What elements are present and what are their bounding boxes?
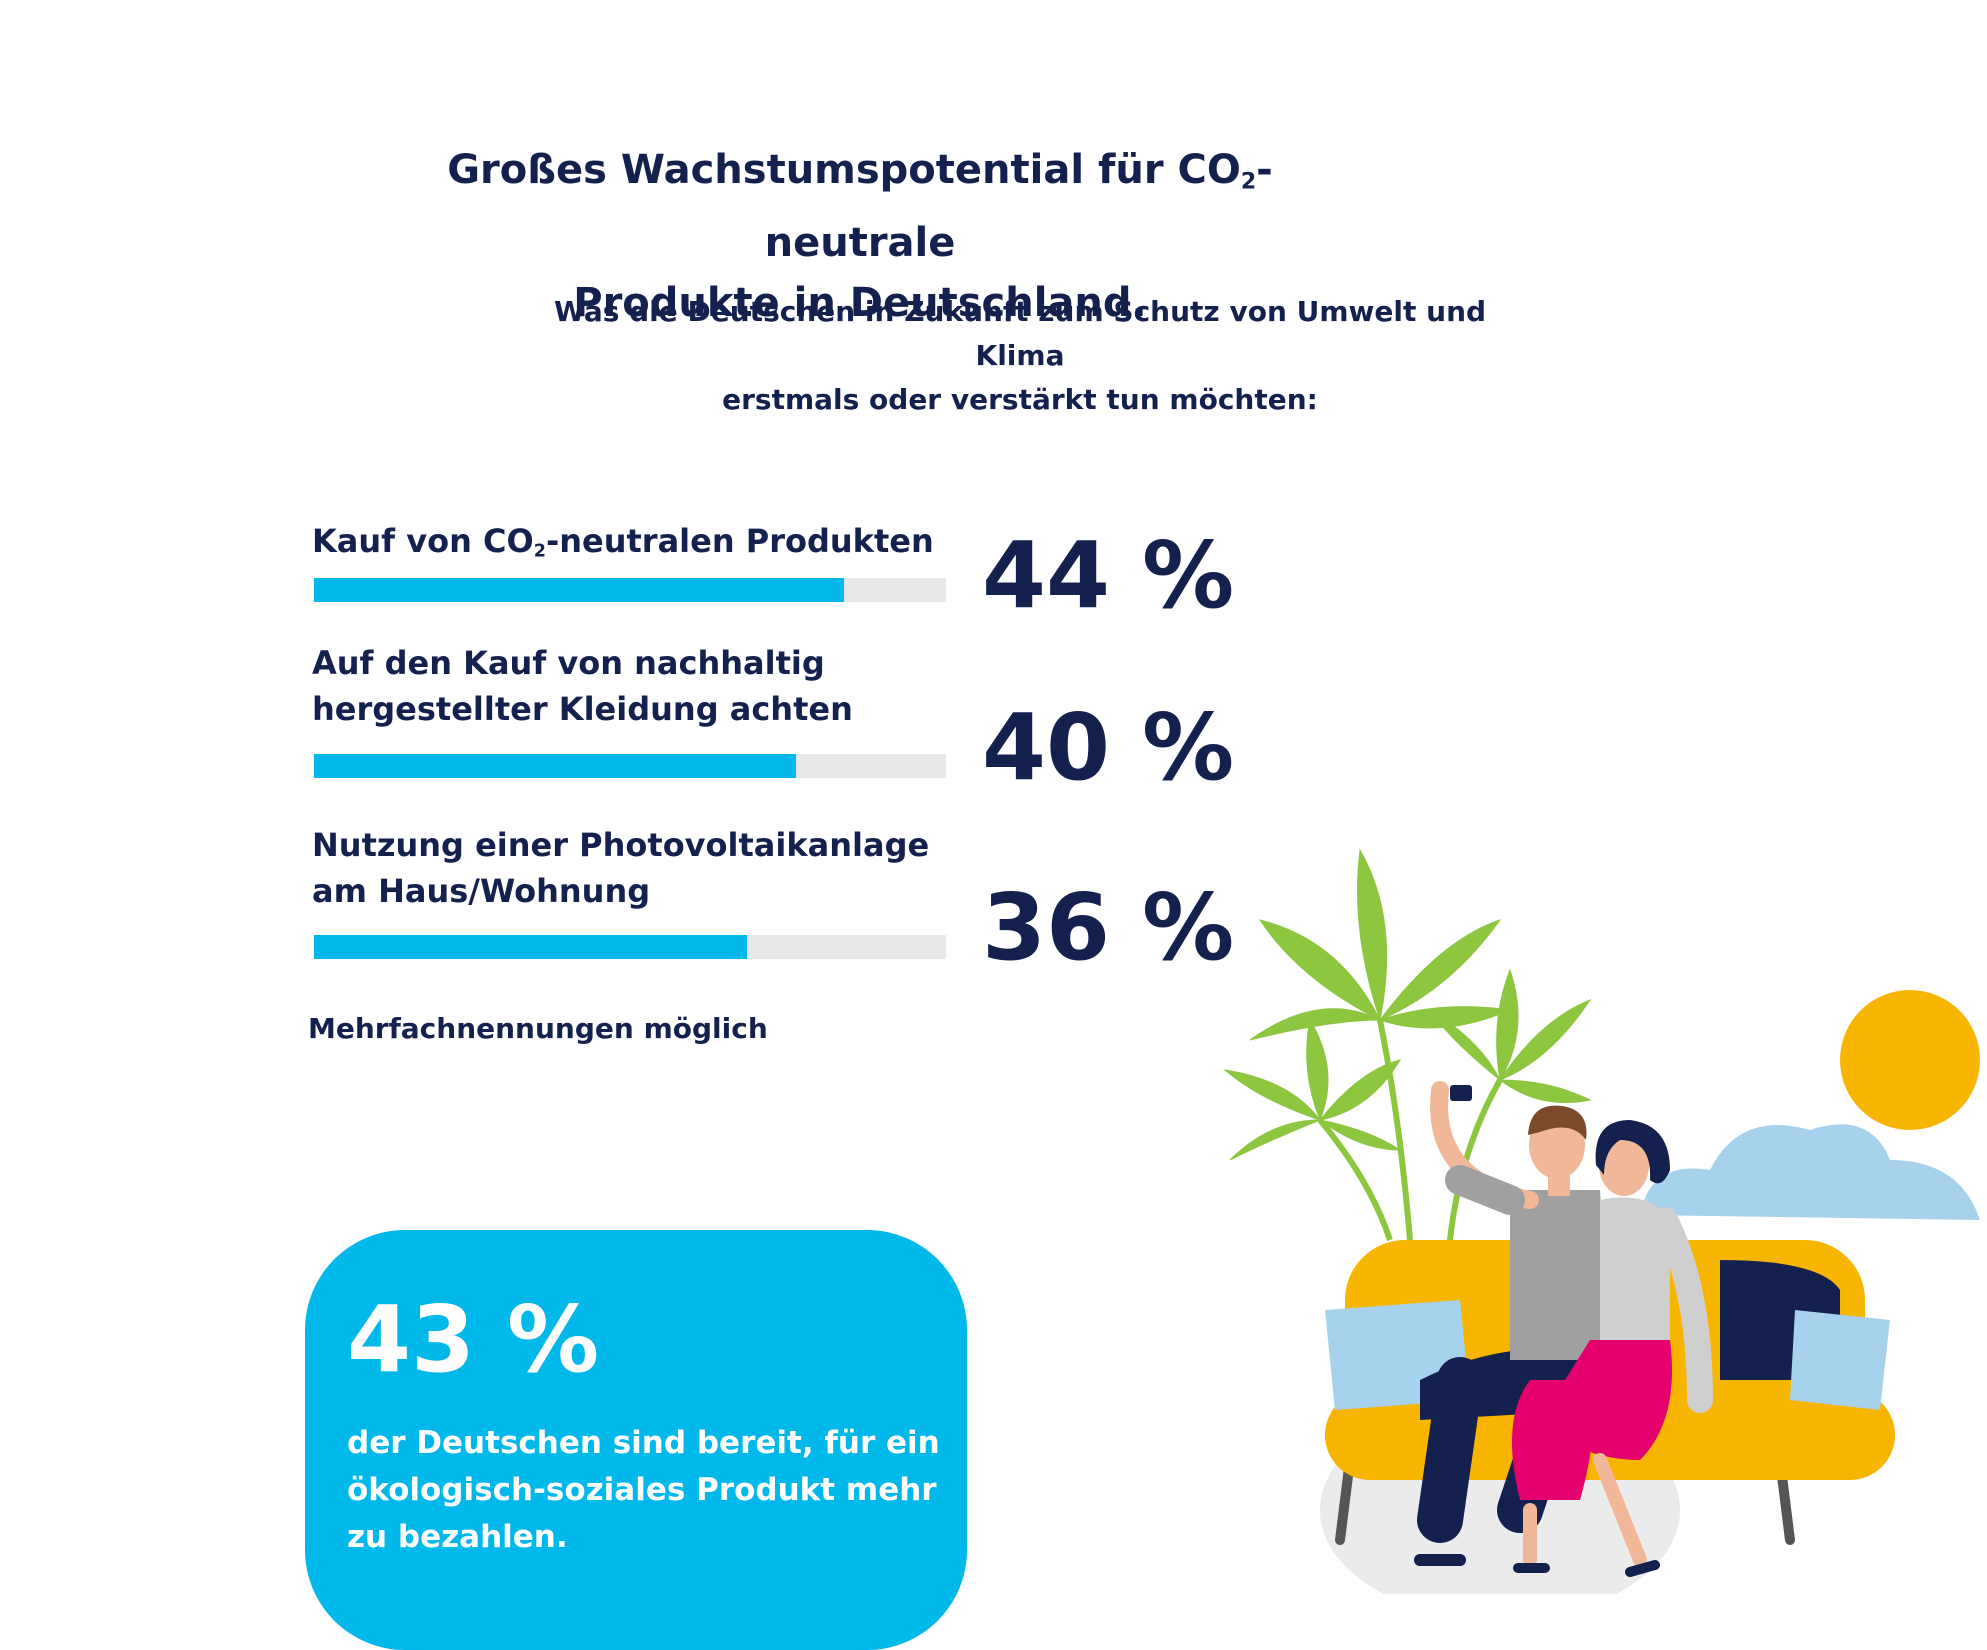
bar-fill [314,578,844,602]
title-text-b: -neutrale [764,147,1273,266]
stat-label-subscript: 2 [533,541,546,562]
title-subscript: 2 [1240,169,1257,195]
plant-icon [1223,848,1592,1241]
callout-box: 43 % der Deutschen sind bereit, für ein … [305,1230,967,1650]
bar-fill [314,754,796,778]
stat-value: 44 % [982,522,1235,629]
bar-fill [314,935,747,959]
stat-label: Kauf von CO2-neutralen Produkten [312,518,934,574]
bar-track [314,935,946,959]
subtitle-line-1: Was die Deutschen in Zukunft zum Schutz … [553,295,1487,372]
stat-label-line-1: Nutzung einer Photovoltaikanlage [312,826,930,864]
sun-icon [1840,990,1980,1130]
couple-selfie-illustration [1223,848,1980,1594]
title-text-a: Großes Wachstumspotential für CO [447,147,1241,193]
stat-label: Auf den Kauf von nachhaltig hergestellte… [312,640,853,732]
stat-value: 40 % [982,694,1235,801]
callout-value: 43 % [347,1286,600,1393]
stat-label-line-2: hergestellter Kleidung achten [312,690,853,728]
stat-label-line-1: Auf den Kauf von nachhaltig [312,644,825,682]
title-line-1: Großes Wachstumspotential für CO2-neutra… [360,140,1360,273]
subtitle-line-2: erstmals oder verstärkt tun möchten: [722,383,1318,416]
title-line-2: Produkte in Deutschland. [573,279,1147,326]
bar-track [314,578,946,602]
bar-track [314,754,946,778]
stat-label-text-a: Kauf von CO [312,522,534,560]
stat-label: Nutzung einer Photovoltaikanlage am Haus… [312,822,929,914]
stat-label-line-2: am Haus/Wohnung [312,872,651,910]
stat-value: 36 % [982,874,1235,981]
phone-icon [1450,1085,1472,1101]
callout-text: der Deutschen sind bereit, für ein ökolo… [347,1425,940,1555]
stat-label-text-b: -neutralen Produkten [545,522,934,560]
cloud-icon [1640,1124,1980,1220]
subtitle: Was die Deutschen in Zukunft zum Schutz … [520,290,1520,422]
page-title: Großes Wachstumspotential für CO2-neutra… [360,140,1360,333]
woman-figure [1512,1120,1713,1577]
footnote: Mehrfachnennungen möglich [308,1012,768,1045]
